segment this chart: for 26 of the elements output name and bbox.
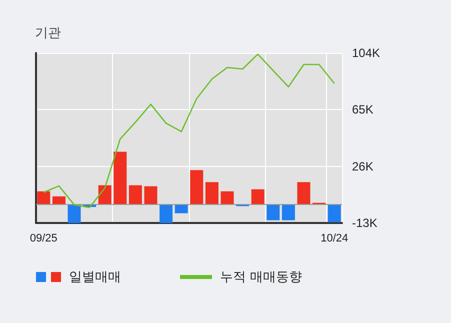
y-tick-label: 26K	[352, 159, 374, 174]
x-tick-label: 10/24	[320, 232, 348, 244]
bar	[160, 204, 173, 223]
bar	[251, 189, 264, 204]
bar	[190, 170, 204, 204]
legend-label: 누적 매매동향	[220, 269, 302, 286]
bar	[297, 182, 310, 204]
bar	[37, 191, 50, 204]
y-tick-label: 65K	[352, 102, 374, 117]
bar	[128, 185, 142, 204]
bar	[282, 204, 295, 220]
bar	[144, 186, 158, 204]
chart-title: 기관	[35, 26, 61, 41]
bar	[266, 204, 280, 220]
legend-label: 일별매매	[69, 269, 121, 286]
line-series	[43, 54, 335, 208]
y-tick-label: -13K	[352, 216, 378, 230]
bar	[68, 204, 81, 223]
bar	[114, 152, 127, 204]
bar	[328, 204, 341, 222]
bar	[98, 185, 112, 204]
y-tick-label: 104K	[352, 46, 380, 60]
bar	[52, 196, 66, 204]
bar	[205, 182, 218, 204]
x-tick-label: 09/25	[30, 232, 58, 244]
bar	[220, 191, 234, 204]
